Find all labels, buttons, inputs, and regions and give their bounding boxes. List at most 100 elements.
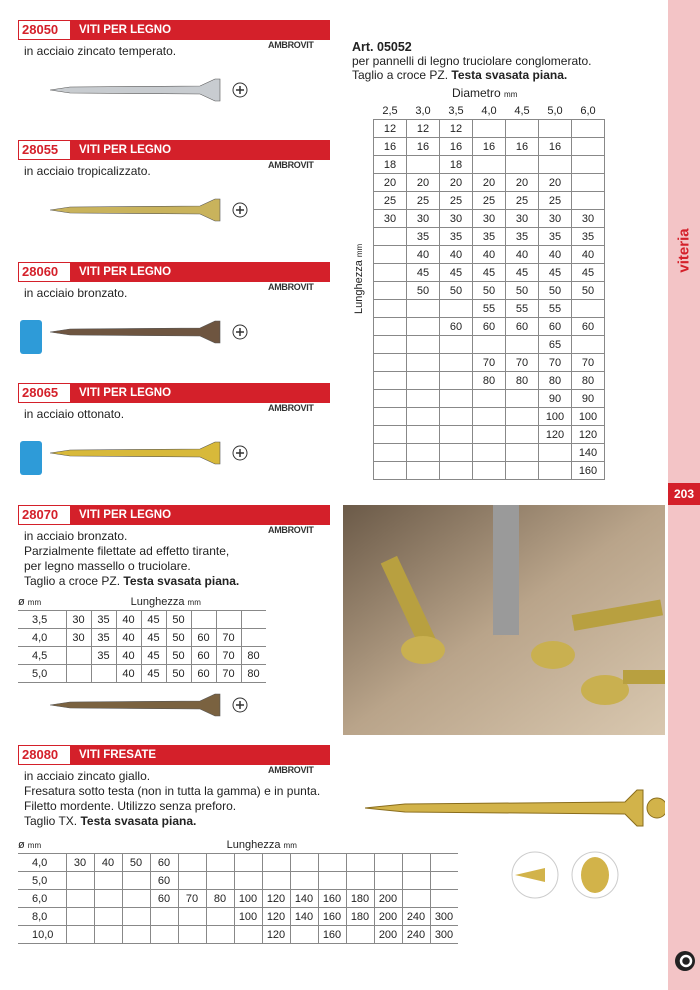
cell [505, 389, 539, 408]
cell: 50 [165, 664, 191, 683]
col-title-unit: mm [504, 90, 518, 99]
row-title: Lunghezza mm [353, 243, 365, 313]
cell [406, 155, 440, 174]
cell [317, 871, 346, 890]
brand-logo: AMBROVIT [268, 525, 314, 535]
cell: 40 [115, 646, 141, 665]
col-label: 2,5 [373, 102, 407, 120]
product-desc: in acciaio bronzato. Parzialmente filetta… [24, 529, 239, 589]
cell: 16 [538, 137, 572, 156]
cell [505, 119, 539, 138]
cell [289, 925, 318, 944]
header-row: ø mm Lunghezza mm [18, 593, 266, 611]
cell: 300 [429, 925, 458, 944]
cell: 12 [406, 119, 440, 138]
table-row: 5,0 40 45 50 60 70 80 [18, 664, 266, 683]
cell [149, 925, 178, 944]
diam-cell: 4,5 [18, 646, 66, 665]
cell [149, 907, 178, 926]
cell [439, 443, 473, 462]
col-label: 4,0 [472, 102, 506, 120]
article-code: Art. 05052 [352, 40, 412, 54]
product-title: VITI PER LEGNO [71, 262, 330, 282]
cell [429, 871, 458, 890]
cell [177, 871, 206, 890]
table-row: Lunghezza mm 12 12 12 [345, 119, 605, 314]
cell: 35 [439, 227, 473, 246]
cell: 80 [472, 371, 506, 390]
product-title: VITI PER LEGNO [71, 20, 330, 40]
product-header: 28065 VITI PER LEGNO [18, 383, 330, 403]
product-title: VITI FRESATE [71, 745, 330, 765]
row-title-cell: Lunghezza mm [345, 120, 374, 480]
cell [373, 853, 402, 872]
cell [205, 907, 234, 926]
product-code: 28055 [18, 140, 71, 160]
cell [472, 407, 506, 426]
cell: 120 [261, 925, 290, 944]
cell: 35 [90, 610, 116, 629]
cell: 55 [538, 299, 572, 318]
cell [505, 155, 539, 174]
cut-text: Taglio TX. [24, 814, 78, 828]
cell: 60 [439, 317, 473, 336]
diam-unit: mm [27, 840, 42, 850]
table-row: 4,5 35 40 45 50 60 70 80 [18, 646, 266, 665]
cell [439, 299, 473, 318]
cell: 12 [439, 119, 473, 138]
row-title-unit: mm [355, 243, 364, 257]
desc-line: Parzialmente filettate ad effetto tirant… [24, 544, 230, 558]
cell: 20 [505, 173, 539, 192]
cut-text: Taglio a croce PZ. [352, 68, 449, 82]
cell: 60 [571, 317, 605, 336]
cell [505, 461, 539, 480]
cell [345, 925, 374, 944]
table-row: 50 50 50 50 50 50 [345, 281, 605, 300]
package-icon [20, 441, 42, 475]
cell [429, 889, 458, 908]
cell: 160 [571, 461, 605, 480]
cell: 90 [538, 389, 572, 408]
cell: 40 [505, 245, 539, 264]
cell: 60 [538, 317, 572, 336]
col-label: 3,0 [406, 102, 440, 120]
cell: 180 [345, 889, 374, 908]
cell: 120 [261, 889, 290, 908]
cell [538, 119, 572, 138]
screw [50, 320, 248, 344]
cell [406, 407, 440, 426]
cell [373, 371, 407, 390]
cell [571, 119, 605, 138]
cell: 70 [538, 353, 572, 372]
cell: 12 [373, 119, 407, 138]
table-row: 80 80 80 80 [345, 371, 605, 390]
desc-line: in acciaio bronzato. [24, 529, 128, 543]
cell: 55 [505, 299, 539, 318]
cell [373, 871, 402, 890]
cell [406, 443, 440, 462]
product-header: 28070 VITI PER LEGNO [18, 505, 330, 525]
cell [205, 853, 234, 872]
cell [472, 155, 506, 174]
col-label: 6,0 [571, 102, 605, 120]
cell: 35 [90, 628, 116, 647]
cell [406, 299, 440, 318]
cell: 80 [205, 889, 234, 908]
table-row: 100 100 [345, 407, 605, 426]
cell [317, 853, 346, 872]
diam-unit: mm [27, 597, 42, 607]
cell: 100 [538, 407, 572, 426]
table-row: 18 18 [345, 155, 605, 174]
cell: 60 [149, 889, 178, 908]
col-label: 4,5 [505, 102, 539, 120]
cell [289, 871, 318, 890]
cell [93, 925, 122, 944]
cell: 120 [261, 907, 290, 926]
cell [439, 407, 473, 426]
cell: 35 [571, 227, 605, 246]
cell: 60 [190, 664, 216, 683]
diam-header: ø mm [18, 836, 66, 854]
cell: 160 [317, 907, 346, 926]
table-row: 35 35 35 35 35 35 [345, 227, 605, 246]
cell: 30 [571, 209, 605, 228]
